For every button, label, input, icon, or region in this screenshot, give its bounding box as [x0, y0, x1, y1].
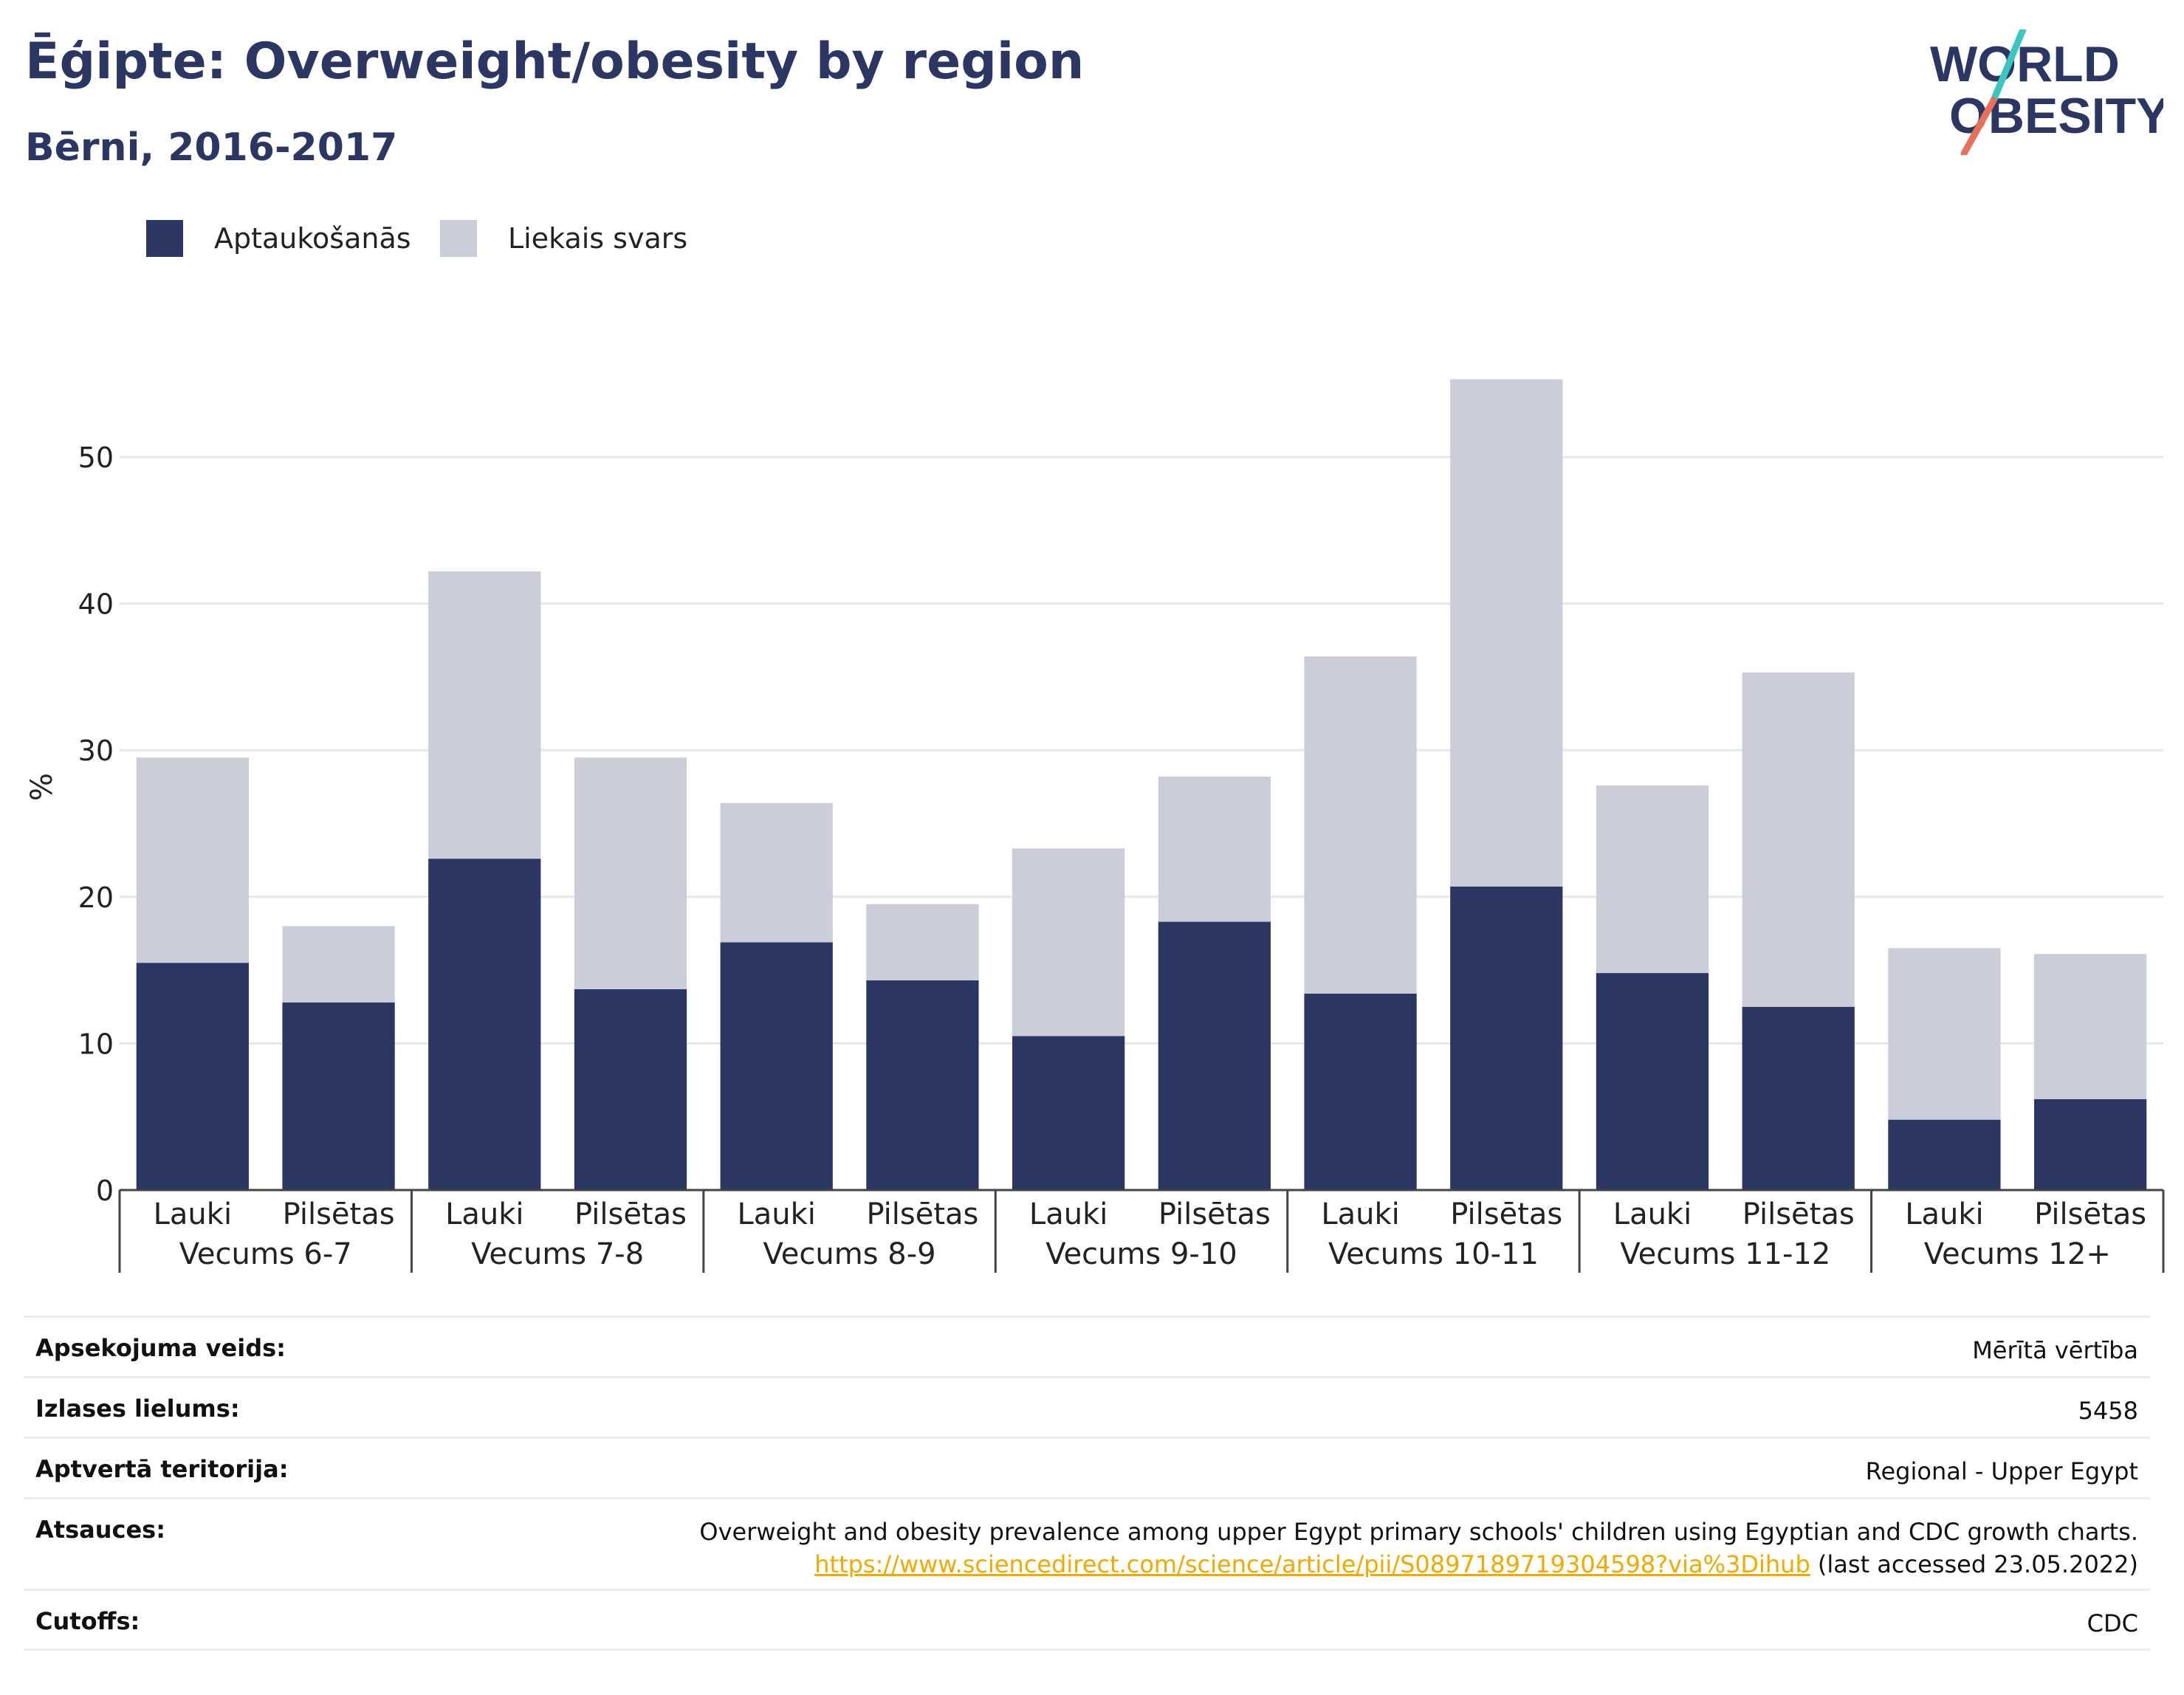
- details-value: Regional - Upper Egypt: [1865, 1457, 2138, 1485]
- logo-slash-bottom: [1960, 97, 1997, 155]
- bar-overweight: [1888, 948, 2001, 1120]
- details-row-area-covered: Aptvertā teritorija: Regional - Upper Eg…: [24, 1437, 2150, 1497]
- y-tick-label: 0: [96, 1175, 114, 1207]
- bar-obesity: [866, 980, 979, 1190]
- x-tick-label: Lauki: [445, 1197, 523, 1231]
- details-row-cutoffs: Cutoffs: CDC: [24, 1589, 2150, 1651]
- group-label: Vecums 6-7: [179, 1237, 352, 1271]
- details-label: Izlases lielums:: [35, 1395, 240, 1423]
- details-value: Overweight and obesity prevalence among …: [699, 1516, 2138, 1581]
- bar-overweight: [1596, 785, 1709, 974]
- bar-overweight: [574, 757, 687, 989]
- x-tick-label: Lauki: [1029, 1197, 1108, 1231]
- bar-overweight: [136, 757, 249, 963]
- bar-obesity: [1888, 1119, 2001, 1190]
- bar-obesity: [136, 963, 249, 1190]
- world-obesity-logo: WORLD OBESITY: [1930, 30, 2163, 155]
- bar-obesity: [1304, 993, 1417, 1190]
- x-tick-label: Pilsētas: [1158, 1197, 1271, 1231]
- bar-obesity: [1596, 973, 1709, 1190]
- bar-overweight: [720, 802, 833, 943]
- bar-overweight: [2034, 954, 2147, 1099]
- chart-title: Ēģipte: Overweight/obesity by region: [25, 32, 1085, 91]
- bar-obesity: [1450, 886, 1563, 1190]
- bar-overweight: [1742, 672, 1855, 1007]
- logo-text-line1: WORLD: [1930, 36, 2120, 92]
- bar-obesity: [720, 942, 833, 1190]
- group-label: Vecums 7-8: [471, 1237, 644, 1271]
- x-tick-label: Pilsētas: [283, 1197, 395, 1231]
- details-row-sample-size: Izlases lielums: 5458: [24, 1376, 2150, 1437]
- bar-obesity: [1012, 1036, 1125, 1190]
- bar-obesity: [1742, 1006, 1855, 1190]
- bar-overweight: [1158, 776, 1271, 922]
- y-tick-label: 40: [78, 588, 114, 621]
- x-tick-label: Pilsētas: [574, 1197, 687, 1231]
- legend-swatch-overweight: [440, 220, 477, 257]
- chart-subtitle: Bērni, 2016-2017: [25, 126, 398, 170]
- bar-obesity: [2034, 1099, 2147, 1190]
- bar-overweight: [1304, 656, 1417, 994]
- details-value: CDC: [2087, 1609, 2138, 1637]
- x-tick-label: Lauki: [154, 1197, 232, 1231]
- x-tick-label: Pilsētas: [1450, 1197, 1562, 1231]
- bar-obesity: [428, 859, 541, 1190]
- x-tick-label: Pilsētas: [2034, 1197, 2146, 1231]
- details-row-references: Atsauces: Overweight and obesity prevale…: [24, 1497, 2150, 1589]
- details-value: Mērītā vērtība: [1972, 1336, 2138, 1364]
- reference-title: Overweight and obesity prevalence among …: [699, 1518, 2138, 1546]
- bar-overweight: [1450, 379, 1563, 887]
- y-tick-label: 30: [78, 735, 114, 767]
- bar-overweight: [866, 904, 979, 981]
- details-label: Atsauces:: [35, 1516, 165, 1544]
- x-tick-label: Lauki: [737, 1197, 815, 1231]
- bar-obesity: [1158, 921, 1271, 1190]
- legend-label-obesity: Aptaukošanās: [214, 222, 411, 255]
- y-axis-label: %: [25, 773, 59, 801]
- reference-line: https://www.sciencedirect.com/science/ar…: [699, 1548, 2138, 1581]
- bar-chart: 0 10 20 30 40 50% Lauki Pilsētas Lauki Pilsētas La…: [25, 379, 2165, 1273]
- details-table: Apsekojuma veids: Mērītā vērtība Izlases…: [24, 1316, 2150, 1651]
- legend-swatch-obesity: [146, 220, 183, 257]
- details-value: 5458: [2078, 1397, 2138, 1425]
- group-label: Vecums 12+: [1924, 1237, 2111, 1271]
- y-tick-label: 50: [78, 441, 114, 474]
- logo-slash-top: [1990, 30, 2027, 104]
- x-tick-label: Pilsētas: [1742, 1197, 1855, 1231]
- group-label: Vecums 10-11: [1328, 1237, 1539, 1271]
- bar-obesity: [282, 1002, 395, 1190]
- bar-overweight: [282, 926, 395, 1003]
- bar-overweight: [1012, 848, 1125, 1036]
- x-tick-label: Pilsētas: [866, 1197, 978, 1231]
- details-row-survey-type: Apsekojuma veids: Mērītā vērtība: [24, 1316, 2150, 1376]
- x-tick-label: Lauki: [1613, 1197, 1692, 1231]
- details-label: Cutoffs:: [35, 1607, 140, 1635]
- details-label: Apsekojuma veids:: [35, 1334, 286, 1362]
- x-tick-label: Lauki: [1321, 1197, 1399, 1231]
- group-label: Vecums 11-12: [1620, 1237, 1830, 1271]
- group-label: Vecums 9-10: [1045, 1237, 1237, 1271]
- y-tick-label: 20: [78, 881, 114, 914]
- group-label: Vecums 8-9: [763, 1237, 936, 1271]
- bar-overweight: [428, 571, 541, 859]
- reference-note: (last accessed 23.05.2022): [1810, 1550, 2138, 1578]
- bar-obesity: [574, 989, 687, 1190]
- reference-link[interactable]: https://www.sciencedirect.com/science/ar…: [814, 1550, 1810, 1578]
- legend-label-overweight: Liekais svars: [508, 222, 688, 255]
- y-tick-label: 10: [78, 1028, 114, 1060]
- details-label: Aptvertā teritorija:: [35, 1455, 289, 1483]
- x-tick-label: Lauki: [1905, 1197, 1983, 1231]
